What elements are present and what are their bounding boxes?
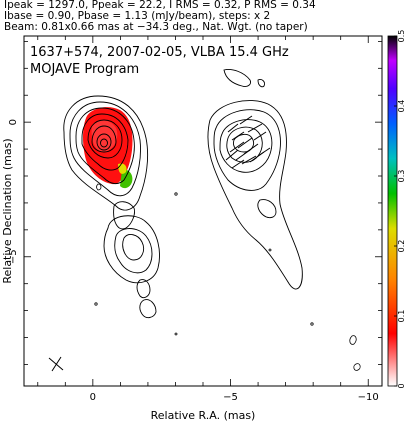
axis-ticks: 0 −5 −10 0 −5 — [8, 36, 382, 403]
x-tick-label: 0 — [90, 392, 96, 403]
plot-title: 1637+574, 2007-02-05, VLBA 15.4 GHz — [30, 45, 289, 60]
x-axis-label: Relative R.A. (mas) — [151, 409, 256, 422]
header-line-2: Ibase = 0.90, Pbase = 1.13 (mJy/beam), s… — [4, 10, 271, 22]
plot-frame — [23, 35, 383, 387]
right-region-contours — [207, 69, 303, 290]
pol-color-edge — [120, 169, 133, 189]
y-tick-label: 0 — [8, 119, 19, 125]
polarization-vectors — [225, 115, 271, 169]
colorbar-tick-label: 0 — [397, 383, 406, 388]
core-contours — [63, 95, 149, 211]
colorbar-tick-label: 0.4 — [397, 100, 406, 113]
y-axis-label: Relative Declination (mas) — [1, 138, 14, 283]
header-line-3: Beam: 0.81x0.66 mas at −34.3 deg., Nat. … — [4, 21, 308, 33]
colorbar-tick-label: 0.1 — [397, 310, 406, 323]
header-line-1: Ipeak = 1297.0, Ppeak = 22.2, I RMS = 0.… — [4, 0, 316, 11]
plot-subtitle: MOJAVE Program — [30, 62, 139, 77]
colorbar-tick-label: 0.3 — [397, 170, 406, 183]
beam-symbol — [48, 356, 64, 372]
x-tick-label: −5 — [223, 392, 238, 403]
y-tick-label: −5 — [8, 249, 19, 264]
noise-contours — [94, 183, 361, 371]
jet-contours — [103, 201, 160, 319]
colorbar-ticks: 0 0.1 0.2 0.3 0.4 0.5 — [394, 30, 406, 389]
x-tick-label: −10 — [358, 392, 379, 403]
colorbar — [387, 35, 398, 387]
colorbar-tick-label: 0.2 — [397, 240, 406, 253]
colorbar-tick-label: 0.5 — [397, 30, 406, 43]
